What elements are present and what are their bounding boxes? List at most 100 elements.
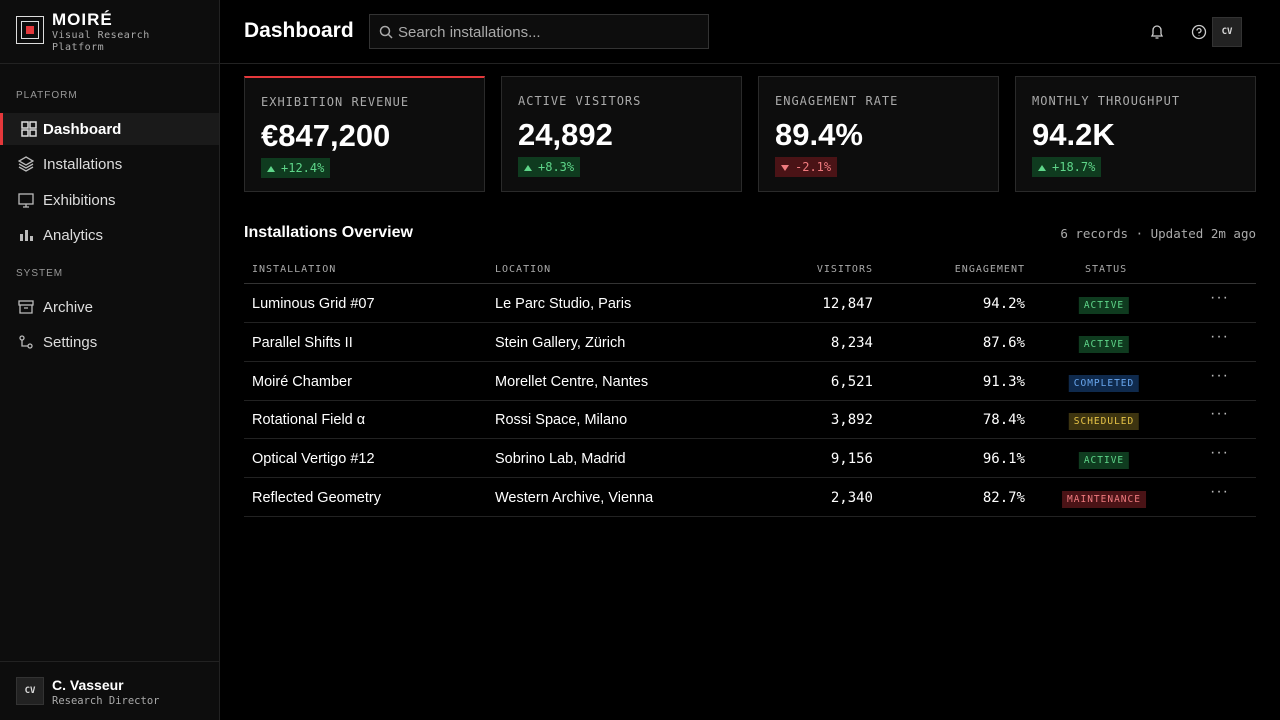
location: Morellet Centre, Nantes bbox=[495, 373, 649, 390]
kpi-value: €847,200 bbox=[261, 118, 391, 153]
help-button[interactable] bbox=[1191, 24, 1207, 40]
installation-name: Parallel Shifts II bbox=[252, 334, 353, 351]
nav-label: Analytics bbox=[43, 226, 104, 244]
kpi-change: +18.7% bbox=[1032, 157, 1102, 177]
search-placeholder: Search installations... bbox=[398, 24, 541, 41]
brand-tagline: Visual Research Platform bbox=[52, 30, 150, 53]
installation-name: Moiré Chamber bbox=[252, 373, 352, 390]
user-avatar: CV bbox=[16, 677, 44, 705]
visitors: 6,521 bbox=[830, 373, 873, 390]
engagement: 94.2% bbox=[982, 296, 1025, 312]
kpi-label: MONTHLY THROUGHPUT bbox=[1032, 94, 1181, 108]
location: Le Parc Studio, Paris bbox=[495, 296, 632, 312]
status-badge: SCHEDULED bbox=[1068, 413, 1140, 431]
nav-label: Settings bbox=[43, 333, 98, 351]
installation-name: Luminous Grid #07 bbox=[252, 296, 375, 312]
kpi-change-text: +12.4% bbox=[281, 161, 325, 175]
brand-name: MOIRÉ bbox=[52, 10, 113, 29]
table-row[interactable]: Optical Vertigo #12 Sobrino Lab, Madrid 9,… bbox=[244, 439, 1256, 479]
table-title: Installations Overview bbox=[244, 224, 413, 241]
nav-item[interactable]: Archive bbox=[0, 291, 219, 323]
kpi-change: +12.4% bbox=[261, 158, 331, 178]
notifications-button[interactable] bbox=[1149, 24, 1165, 40]
visitors: 2,340 bbox=[830, 490, 873, 506]
header-avatar[interactable]: CV bbox=[1212, 17, 1242, 47]
engagement: 87.6% bbox=[982, 334, 1025, 351]
kpi-card: ACTIVE VISITORS 24,892 +8.3% bbox=[501, 76, 742, 192]
row-menu[interactable]: ··· bbox=[1210, 483, 1229, 500]
nav-section: PLATFORM bbox=[16, 90, 78, 101]
column-header: VISITORS bbox=[816, 264, 873, 275]
kpi-change-text: +18.7% bbox=[1052, 160, 1096, 174]
row-menu[interactable]: ··· bbox=[1210, 289, 1229, 306]
engagement: 91.3% bbox=[982, 373, 1025, 390]
status-badge: ACTIVE bbox=[1078, 452, 1130, 470]
location: Western Archive, Vienna bbox=[495, 490, 654, 506]
installation-name: Rotational Field α bbox=[252, 412, 366, 429]
visitors: 12,847 bbox=[822, 296, 873, 312]
nav-item[interactable]: Installations bbox=[0, 148, 219, 180]
kpi-label: EXHIBITION REVENUE bbox=[261, 95, 410, 109]
header: Dashboard Search installations... CV bbox=[220, 0, 1280, 64]
kpi-label: ACTIVE VISITORS bbox=[518, 94, 642, 108]
location: Stein Gallery, Zürich bbox=[495, 334, 626, 351]
nav-label: Archive bbox=[43, 298, 94, 316]
nav-item[interactable]: Exhibitions bbox=[0, 184, 219, 216]
nav-section: SYSTEM bbox=[16, 268, 64, 279]
kpi-card: MONTHLY THROUGHPUT 94.2K +18.7% bbox=[1015, 76, 1256, 192]
installation-name: Optical Vertigo #12 bbox=[252, 451, 375, 468]
kpi-card: EXHIBITION REVENUE €847,200 +12.4% bbox=[244, 76, 485, 192]
row-menu[interactable]: ··· bbox=[1210, 327, 1229, 345]
kpi-change: -2.1% bbox=[775, 157, 838, 177]
engagement: 78.4% bbox=[982, 412, 1025, 429]
column-header: ENGAGEMENT bbox=[954, 264, 1025, 275]
status-badge: ACTIVE bbox=[1078, 297, 1130, 314]
table-row[interactable]: Luminous Grid #07 Le Parc Studio, Paris 12… bbox=[244, 284, 1256, 323]
kpi-value: 24,892 bbox=[518, 117, 613, 152]
table-row[interactable]: Moiré Chamber Morellet Centre, Nantes 6,52… bbox=[244, 362, 1256, 401]
column-header: LOCATION bbox=[495, 264, 552, 275]
table-meta: 6 records · Updated 2m ago bbox=[1060, 226, 1256, 241]
nav-label: Installations bbox=[43, 155, 123, 173]
location: Sobrino Lab, Madrid bbox=[495, 451, 626, 468]
kpi-change-text: -2.1% bbox=[795, 160, 832, 174]
nav-label: Exhibitions bbox=[43, 191, 116, 209]
kpi-change: +8.3% bbox=[518, 157, 581, 177]
row-menu[interactable]: ··· bbox=[1210, 444, 1229, 462]
nav-label: Dashboard bbox=[43, 120, 122, 138]
sidebar: MOIRÉ Visual Research Platform PLATFORM … bbox=[0, 0, 220, 720]
user-name: C. Vasseur bbox=[52, 677, 124, 693]
table-row[interactable]: Parallel Shifts II Stein Gallery, Zürich 8… bbox=[244, 323, 1256, 362]
user-role: Research Director bbox=[52, 695, 160, 707]
kpi-card: ENGAGEMENT RATE 89.4% -2.1% bbox=[758, 76, 999, 192]
nav-item[interactable]: Analytics bbox=[0, 219, 219, 251]
column-header: STATUS bbox=[1085, 264, 1128, 275]
visitors: 9,156 bbox=[830, 451, 873, 468]
engagement: 82.7% bbox=[982, 490, 1025, 506]
table-row[interactable]: Rotational Field α Rossi Space, Milano 3,8… bbox=[244, 400, 1256, 440]
column-header: INSTALLATION bbox=[252, 264, 337, 275]
kpi-change-text: +8.3% bbox=[538, 160, 575, 174]
row-menu[interactable]: ··· bbox=[1210, 366, 1229, 384]
location: Rossi Space, Milano bbox=[495, 412, 628, 429]
nav-item[interactable]: Dashboard bbox=[0, 113, 219, 145]
status-badge: COMPLETED bbox=[1068, 374, 1140, 392]
visitors: 3,892 bbox=[830, 412, 873, 429]
visitors: 8,234 bbox=[830, 334, 873, 351]
status-badge: ACTIVE bbox=[1078, 335, 1130, 353]
kpi-value: 94.2K bbox=[1032, 117, 1115, 152]
kpi-label: ENGAGEMENT RATE bbox=[775, 94, 899, 108]
header-rule bbox=[244, 283, 1256, 284]
table-row[interactable]: Reflected Geometry Western Archive, Vienn… bbox=[244, 478, 1256, 517]
kpi-value: 89.4% bbox=[775, 117, 863, 152]
page-title: Dashboard bbox=[244, 19, 354, 42]
status-badge: MAINTENANCE bbox=[1062, 491, 1146, 508]
row-menu[interactable]: ··· bbox=[1210, 405, 1229, 423]
installation-name: Reflected Geometry bbox=[252, 490, 381, 506]
engagement: 96.1% bbox=[982, 451, 1025, 468]
logo bbox=[16, 16, 44, 44]
nav-item[interactable]: Settings bbox=[0, 326, 219, 358]
search-box[interactable]: Search installations... bbox=[369, 14, 709, 49]
